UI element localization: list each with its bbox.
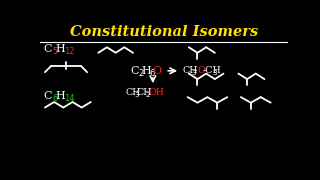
Text: CH: CH [137, 88, 152, 97]
Text: CH: CH [183, 66, 198, 75]
Text: 14: 14 [64, 94, 75, 103]
Text: O: O [152, 66, 161, 76]
Text: 3: 3 [192, 70, 196, 76]
Text: O: O [197, 66, 205, 75]
Text: 2: 2 [138, 69, 143, 78]
Text: 3: 3 [134, 91, 139, 98]
Text: H: H [56, 91, 66, 102]
Text: CH: CH [125, 88, 141, 97]
Text: C: C [44, 91, 52, 102]
Text: 2: 2 [146, 91, 150, 98]
Text: 5: 5 [52, 47, 57, 56]
Text: H: H [141, 66, 151, 76]
Text: OH: OH [148, 88, 164, 97]
Text: 12: 12 [64, 47, 75, 56]
Text: 3: 3 [212, 70, 217, 76]
Text: 6: 6 [149, 69, 155, 78]
Text: C: C [131, 66, 139, 76]
Text: C: C [44, 44, 52, 54]
Text: -: - [194, 66, 197, 75]
Text: H: H [56, 44, 66, 54]
Text: 6: 6 [52, 94, 57, 103]
Text: Constitutional Isomers: Constitutional Isomers [70, 25, 258, 39]
Text: -CH: -CH [203, 66, 221, 75]
